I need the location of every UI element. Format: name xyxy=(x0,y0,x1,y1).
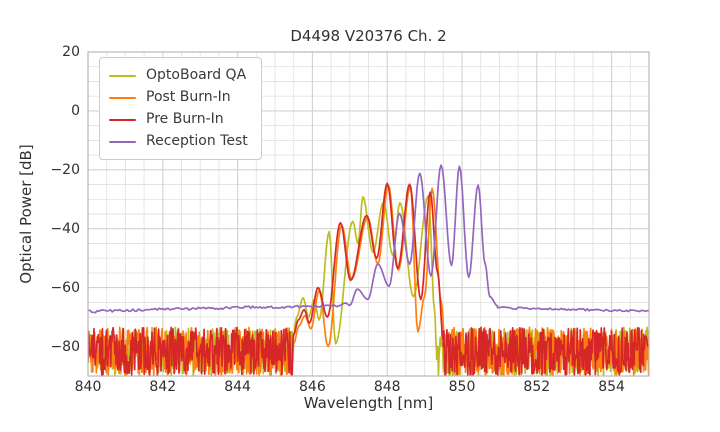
y-tick-label: 0 xyxy=(71,102,80,119)
legend-item-post-burn-in: Post Burn-In xyxy=(109,88,248,107)
x-tick-label: 850 xyxy=(448,379,476,395)
legend-swatch xyxy=(109,74,136,77)
legend: OptoBoard QA Post Burn-In Pre Burn-In Re… xyxy=(99,57,262,160)
chart-title: D4498 V20376 Ch. 2 xyxy=(290,27,447,45)
x-tick-label: 840 xyxy=(74,379,102,395)
legend-item-pre-burn-in: Pre Burn-In xyxy=(109,110,248,129)
y-tick-label: −60 xyxy=(50,279,80,296)
legend-label: OptoBoard QA xyxy=(146,67,247,83)
series-line-pre-burn-in xyxy=(88,182,649,376)
legend-label: Post Burn-In xyxy=(146,89,231,105)
y-axis-label: Optical Power [dB] xyxy=(17,144,35,284)
series-group xyxy=(88,164,649,376)
legend-swatch xyxy=(109,96,136,99)
x-axis-label: Wavelength [nm] xyxy=(303,394,434,412)
legend-label: Reception Test xyxy=(146,133,248,149)
legend-label: Pre Burn-In xyxy=(146,111,224,127)
axes-frame xyxy=(87,51,650,377)
x-tick-label: 842 xyxy=(149,379,177,395)
y-tick-label: −20 xyxy=(50,161,80,178)
series-line-reception-test xyxy=(88,164,649,314)
x-tick-label: 846 xyxy=(299,379,326,395)
y-tick-label: 20 xyxy=(62,44,80,60)
x-tick-label: 848 xyxy=(373,379,401,395)
legend-swatch xyxy=(109,118,136,121)
y-tick-label: −80 xyxy=(50,338,80,355)
x-tick-label: 852 xyxy=(523,379,551,395)
legend-swatch xyxy=(109,140,136,143)
legend-item-reception-test: Reception Test xyxy=(109,132,248,151)
x-tick-label: 854 xyxy=(598,379,625,395)
legend-item-optoboard-qa: OptoBoard QA xyxy=(109,66,248,85)
y-tick-label: −40 xyxy=(50,220,80,237)
x-tick-label: 844 xyxy=(224,379,251,395)
